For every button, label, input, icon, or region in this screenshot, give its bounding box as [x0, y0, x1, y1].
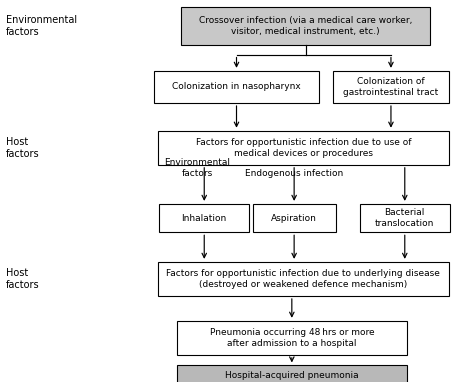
FancyBboxPatch shape — [154, 71, 319, 103]
Text: Bacterial
translocation: Bacterial translocation — [375, 208, 435, 228]
FancyBboxPatch shape — [177, 321, 407, 355]
Text: Pneumonia occurring 48 hrs or more
after admission to a hospital: Pneumonia occurring 48 hrs or more after… — [210, 327, 374, 348]
FancyBboxPatch shape — [253, 204, 336, 232]
Text: Environmental
factors: Environmental factors — [6, 15, 77, 37]
Text: Endogenous infection: Endogenous infection — [245, 169, 343, 178]
Text: Environmental
factors: Environmental factors — [164, 158, 230, 178]
Text: Crossover infection (via a medical care worker,
visitor, medical instrument, etc: Crossover infection (via a medical care … — [199, 16, 412, 36]
FancyBboxPatch shape — [158, 131, 448, 165]
FancyBboxPatch shape — [158, 262, 448, 296]
Text: Factors for opportunistic infection due to underlying disease
(destroyed or weak: Factors for opportunistic infection due … — [166, 268, 440, 289]
FancyBboxPatch shape — [333, 71, 448, 103]
Text: Aspiration: Aspiration — [271, 214, 317, 223]
FancyBboxPatch shape — [360, 204, 450, 232]
Text: Host
factors: Host factors — [6, 137, 40, 159]
FancyBboxPatch shape — [159, 204, 249, 232]
Text: Colonization in nasopharynx: Colonization in nasopharynx — [172, 82, 301, 92]
Text: Colonization of
gastrointestinal tract: Colonization of gastrointestinal tract — [343, 77, 438, 97]
FancyBboxPatch shape — [181, 7, 430, 45]
Text: Factors for opportunistic infection due to use of
medical devices or procedures: Factors for opportunistic infection due … — [196, 137, 411, 158]
FancyBboxPatch shape — [177, 365, 407, 383]
Text: Hospital-acquired pneumonia: Hospital-acquired pneumonia — [225, 372, 359, 380]
Text: Host
factors: Host factors — [6, 268, 40, 290]
Text: Inhalation: Inhalation — [182, 214, 227, 223]
